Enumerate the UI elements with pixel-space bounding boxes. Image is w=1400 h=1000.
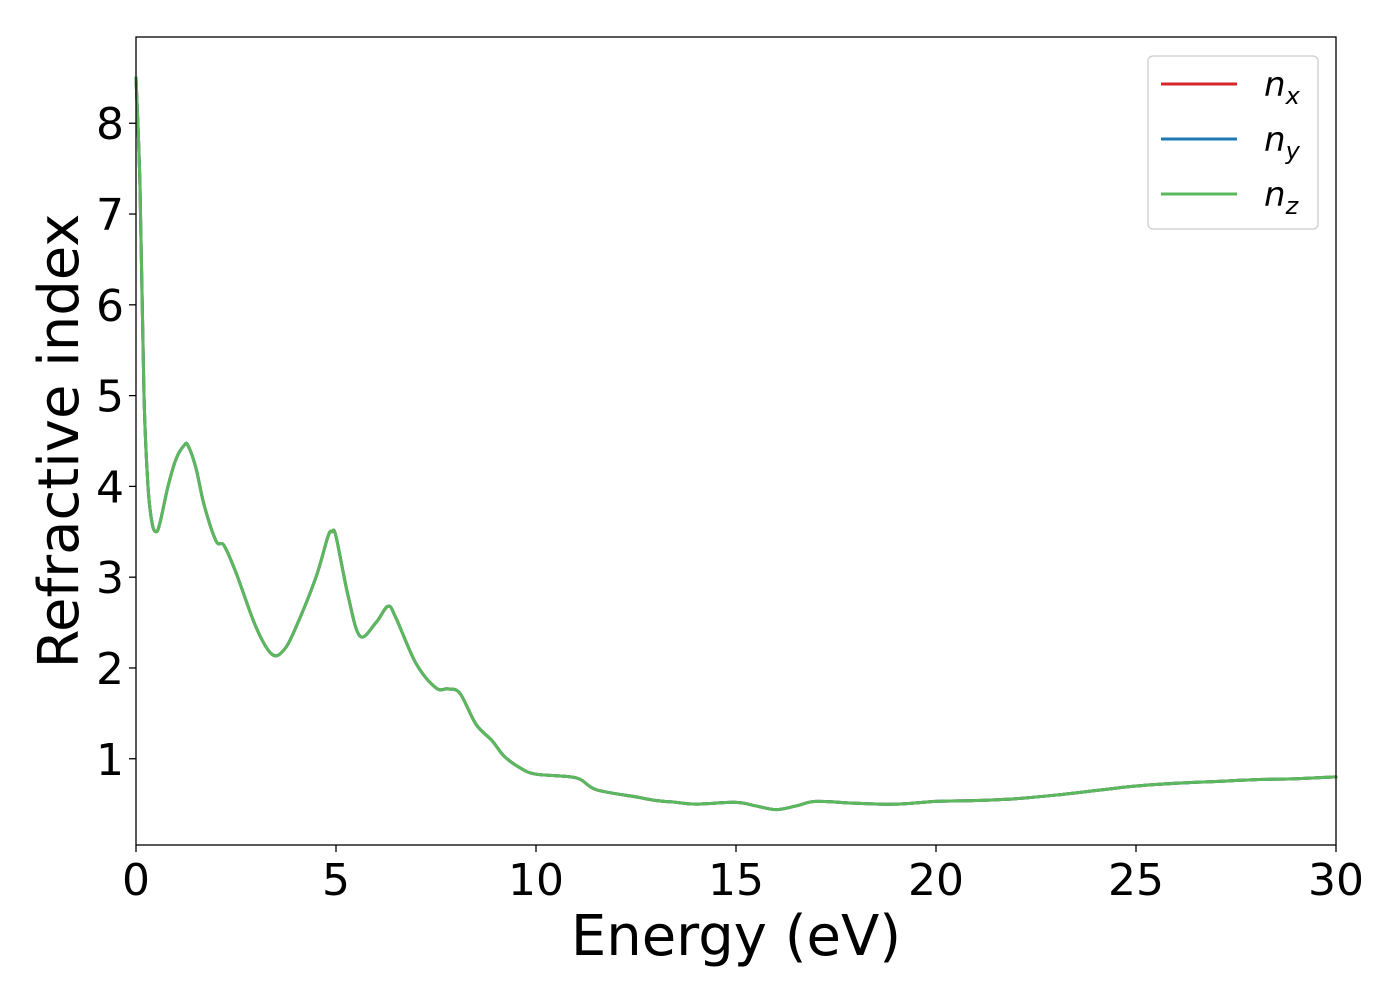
y-tick-label: 5 [96,372,124,423]
x-axis-label: Energy (eV) [571,904,901,969]
legend-label-n-y: ny [1264,120,1301,165]
legend-label-n-x: nx [1264,65,1301,110]
x-tick-label: 20 [908,855,964,906]
y-tick-label: 4 [96,462,124,513]
y-tick-label: 1 [96,735,124,786]
legend-label-base: n [1264,65,1286,105]
x-tick-label: 5 [322,855,350,906]
y-tick-label: 3 [96,553,124,604]
legend-label-base: n [1264,120,1286,160]
x-tick-label: 15 [708,855,764,906]
y-tick-label: 8 [96,99,124,150]
y-axis-label: Refractive index [27,214,92,669]
y-tick-label: 7 [96,190,124,241]
legend-label-n-z: nz [1264,175,1300,220]
legend-label-subscript: y [1285,137,1301,165]
series-layer [134,76,1338,812]
x-tick-label: 30 [1308,855,1364,906]
x-tick-label: 10 [508,855,564,906]
x-tick-label: 25 [1108,855,1164,906]
legend-box [1147,55,1319,230]
x-tick-label: 0 [122,855,150,906]
y-axis: 1 2 3 4 5 6 7 8 [96,99,136,786]
legend-label-subscript: z [1285,192,1300,220]
series-line-n-z [134,76,1338,812]
y-tick-label: 6 [96,281,124,332]
legend-label-base: n [1264,175,1286,215]
x-axis: 0 5 10 15 20 25 30 [122,845,1364,906]
legend-label-subscript: x [1285,82,1301,110]
y-tick-label: 2 [96,644,124,695]
